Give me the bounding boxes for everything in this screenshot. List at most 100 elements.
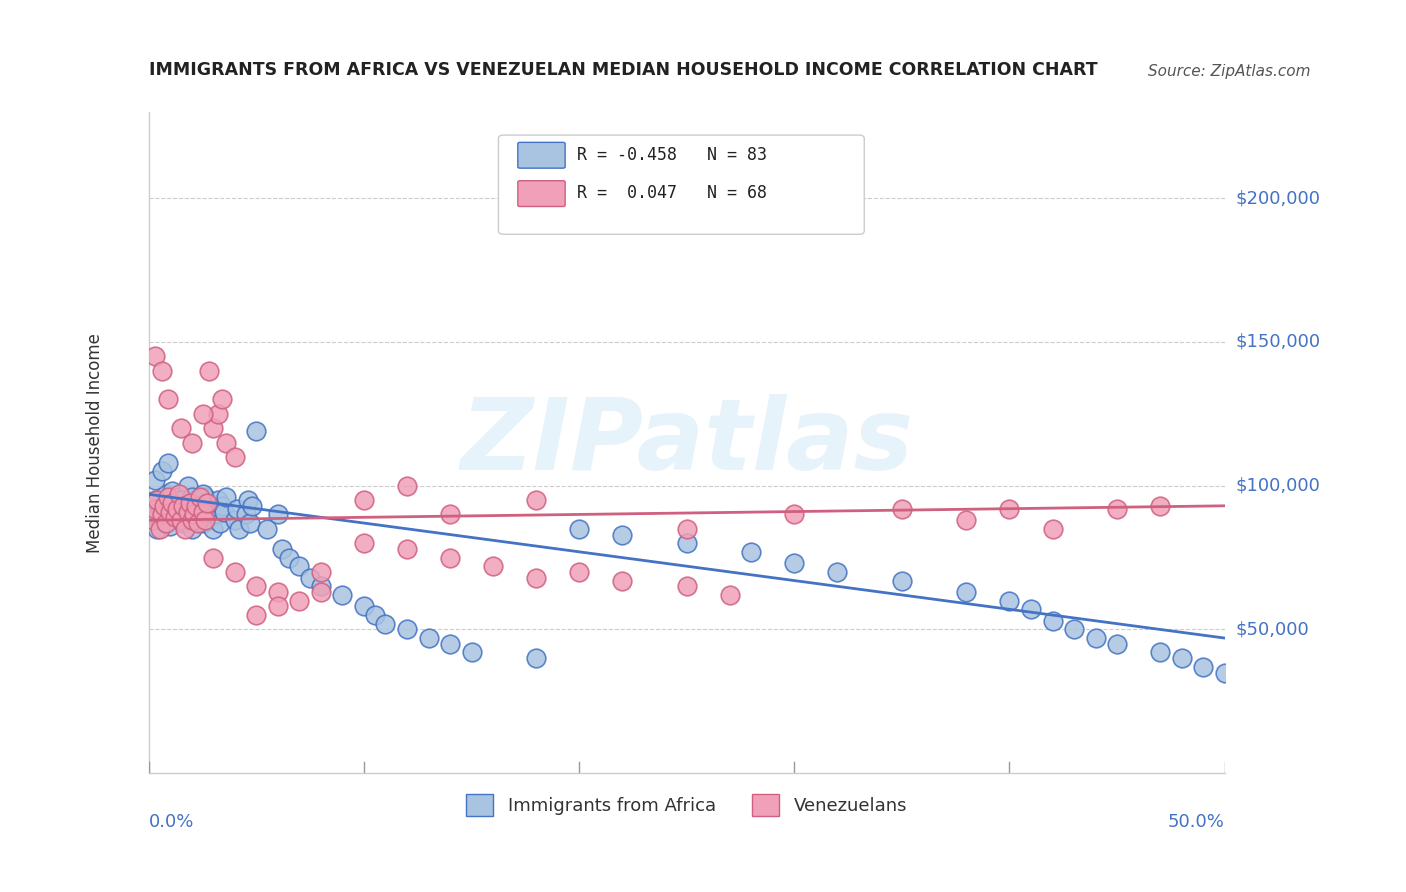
Point bbox=[353, 493, 375, 508]
Text: R =  0.047   N = 68: R = 0.047 N = 68 bbox=[576, 185, 768, 202]
Point bbox=[162, 484, 184, 499]
Point bbox=[153, 499, 176, 513]
Point bbox=[718, 588, 741, 602]
Point bbox=[439, 550, 461, 565]
Point bbox=[224, 450, 246, 464]
Point bbox=[191, 505, 214, 519]
Point bbox=[240, 499, 263, 513]
Point bbox=[146, 493, 169, 508]
Point bbox=[1149, 499, 1171, 513]
Point bbox=[143, 473, 166, 487]
Point bbox=[180, 490, 202, 504]
Point bbox=[150, 364, 173, 378]
Point bbox=[157, 456, 180, 470]
Point bbox=[153, 499, 176, 513]
Point bbox=[439, 637, 461, 651]
Point bbox=[228, 522, 250, 536]
Point bbox=[155, 487, 177, 501]
Point bbox=[1192, 660, 1215, 674]
Point bbox=[207, 493, 229, 508]
Point bbox=[148, 522, 170, 536]
Point bbox=[207, 407, 229, 421]
Point bbox=[675, 536, 697, 550]
Text: ZIPatlas: ZIPatlas bbox=[460, 394, 914, 491]
Point bbox=[309, 585, 332, 599]
Point bbox=[157, 505, 180, 519]
Point bbox=[198, 364, 221, 378]
FancyBboxPatch shape bbox=[499, 135, 865, 235]
Text: Source: ZipAtlas.com: Source: ZipAtlas.com bbox=[1149, 64, 1310, 78]
Point bbox=[143, 349, 166, 363]
Point bbox=[1019, 602, 1042, 616]
Point bbox=[267, 508, 290, 522]
Point bbox=[174, 522, 197, 536]
Point bbox=[827, 565, 849, 579]
Point bbox=[157, 392, 180, 407]
Point bbox=[482, 559, 505, 574]
Point bbox=[395, 478, 418, 492]
Point bbox=[179, 496, 201, 510]
Point bbox=[170, 501, 193, 516]
Point bbox=[195, 496, 218, 510]
Text: $200,000: $200,000 bbox=[1236, 189, 1320, 207]
Point bbox=[524, 493, 547, 508]
Point bbox=[524, 651, 547, 665]
Point bbox=[256, 522, 278, 536]
Point bbox=[170, 493, 193, 508]
Point bbox=[191, 407, 214, 421]
Point bbox=[245, 424, 267, 438]
Point bbox=[783, 557, 806, 571]
Point bbox=[288, 559, 311, 574]
Point bbox=[1107, 501, 1129, 516]
Point bbox=[353, 599, 375, 614]
Point bbox=[212, 505, 235, 519]
Text: $150,000: $150,000 bbox=[1236, 333, 1320, 351]
Point bbox=[170, 421, 193, 435]
Point bbox=[162, 496, 184, 510]
Point bbox=[204, 508, 226, 522]
Point bbox=[1042, 522, 1064, 536]
Point bbox=[226, 501, 249, 516]
Text: IMMIGRANTS FROM AFRICA VS VENEZUELAN MEDIAN HOUSEHOLD INCOME CORRELATION CHART: IMMIGRANTS FROM AFRICA VS VENEZUELAN MED… bbox=[149, 61, 1098, 78]
Point bbox=[159, 519, 181, 533]
Point bbox=[267, 585, 290, 599]
Point bbox=[194, 513, 217, 527]
Point bbox=[190, 505, 212, 519]
Point bbox=[150, 508, 173, 522]
Point bbox=[190, 490, 212, 504]
Point bbox=[184, 499, 207, 513]
Point bbox=[180, 435, 202, 450]
Point bbox=[159, 505, 181, 519]
Point bbox=[1213, 665, 1236, 680]
Point bbox=[1107, 637, 1129, 651]
Point bbox=[184, 508, 207, 522]
Point bbox=[890, 574, 912, 588]
Point bbox=[236, 493, 259, 508]
Point bbox=[998, 593, 1021, 607]
Point bbox=[187, 499, 209, 513]
Point bbox=[271, 541, 294, 556]
Point bbox=[146, 522, 169, 536]
Point bbox=[179, 513, 201, 527]
Point bbox=[1084, 631, 1107, 645]
Point bbox=[955, 513, 977, 527]
Point bbox=[675, 522, 697, 536]
Point bbox=[224, 513, 246, 527]
Point bbox=[191, 487, 214, 501]
Point bbox=[208, 516, 231, 530]
Point bbox=[955, 585, 977, 599]
Point bbox=[418, 631, 440, 645]
Point bbox=[675, 579, 697, 593]
Point bbox=[176, 478, 198, 492]
Point bbox=[460, 645, 482, 659]
FancyBboxPatch shape bbox=[517, 181, 565, 207]
Point bbox=[612, 574, 634, 588]
Text: 50.0%: 50.0% bbox=[1168, 813, 1225, 830]
Point bbox=[267, 599, 290, 614]
Point bbox=[142, 508, 165, 522]
Point bbox=[568, 522, 591, 536]
Point bbox=[740, 545, 762, 559]
Point bbox=[332, 588, 354, 602]
Text: $100,000: $100,000 bbox=[1236, 476, 1320, 495]
Point bbox=[568, 565, 591, 579]
